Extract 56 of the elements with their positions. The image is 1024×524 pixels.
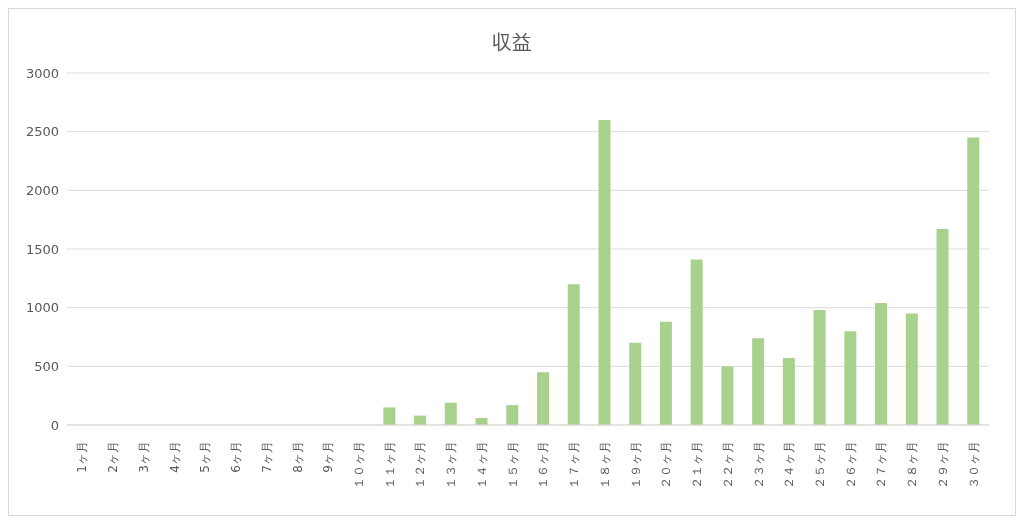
x-tick-label: １０ヶ月 — [351, 441, 366, 489]
bar — [967, 137, 980, 425]
x-tick-label: １２ヶ月 — [413, 441, 428, 489]
bar — [567, 284, 580, 425]
x-tick-label: １４ヶ月 — [474, 441, 489, 489]
y-tick-label: 2500 — [25, 124, 59, 140]
x-tick-label: ２３ヶ月 — [751, 441, 766, 489]
x-tick-label: ２５ヶ月 — [812, 441, 827, 489]
bar — [383, 407, 396, 425]
y-tick-label: 2000 — [25, 182, 59, 198]
x-tick-label: 6ヶ月 — [229, 441, 244, 473]
bar — [905, 313, 918, 425]
x-tick-label: １８ヶ月 — [597, 441, 612, 489]
x-tick-label: 5ヶ月 — [198, 441, 213, 473]
bar — [629, 342, 642, 425]
bar — [936, 229, 949, 425]
bar — [444, 402, 457, 425]
x-tick-label: １３ヶ月 — [444, 441, 459, 489]
bar — [782, 358, 795, 425]
x-tick-label: ２４ヶ月 — [782, 441, 797, 489]
x-tick-label: 7ヶ月 — [259, 441, 274, 473]
x-tick-label: 9ヶ月 — [321, 441, 336, 473]
bar — [813, 310, 826, 425]
bar — [598, 119, 611, 425]
y-tick-label: 0 — [50, 417, 59, 433]
bar — [875, 302, 888, 425]
y-tick-label: 500 — [34, 358, 59, 374]
x-tick-label: ２１ヶ月 — [690, 441, 705, 489]
bar — [721, 366, 734, 425]
x-tick-label: １５ヶ月 — [505, 441, 520, 489]
x-tick-label: １７ヶ月 — [567, 441, 582, 489]
x-tick-label: ２２ヶ月 — [720, 441, 735, 489]
bar — [844, 331, 857, 425]
x-tick-label: ２８ヶ月 — [905, 441, 920, 489]
x-tick-label: ２７ヶ月 — [874, 441, 889, 489]
x-tick-label: １６ヶ月 — [536, 441, 551, 489]
y-tick-label: 3000 — [25, 65, 59, 81]
y-tick-label: 1000 — [25, 300, 59, 316]
x-tick-label: ３０ヶ月 — [966, 441, 981, 489]
x-tick-label: 8ヶ月 — [290, 441, 305, 473]
x-tick-label: １１ヶ月 — [382, 441, 397, 489]
x-tick-label: 1ヶ月 — [75, 441, 90, 473]
x-tick-label: 2ヶ月 — [106, 441, 121, 473]
x-tick-label: ２０ヶ月 — [659, 441, 674, 489]
bar — [506, 405, 519, 425]
bar — [659, 321, 672, 425]
chart-title: 収益 — [491, 29, 533, 56]
bar — [752, 338, 765, 425]
bar — [537, 372, 549, 425]
x-tick-label: 3ヶ月 — [136, 441, 151, 473]
x-tick-label: ２６ヶ月 — [843, 441, 858, 489]
bar — [690, 259, 703, 425]
x-tick-label: ２９ヶ月 — [935, 441, 950, 489]
x-tick-label: １９ヶ月 — [628, 441, 643, 489]
y-tick-label: 1500 — [25, 241, 59, 257]
x-tick-label: 4ヶ月 — [167, 441, 182, 473]
